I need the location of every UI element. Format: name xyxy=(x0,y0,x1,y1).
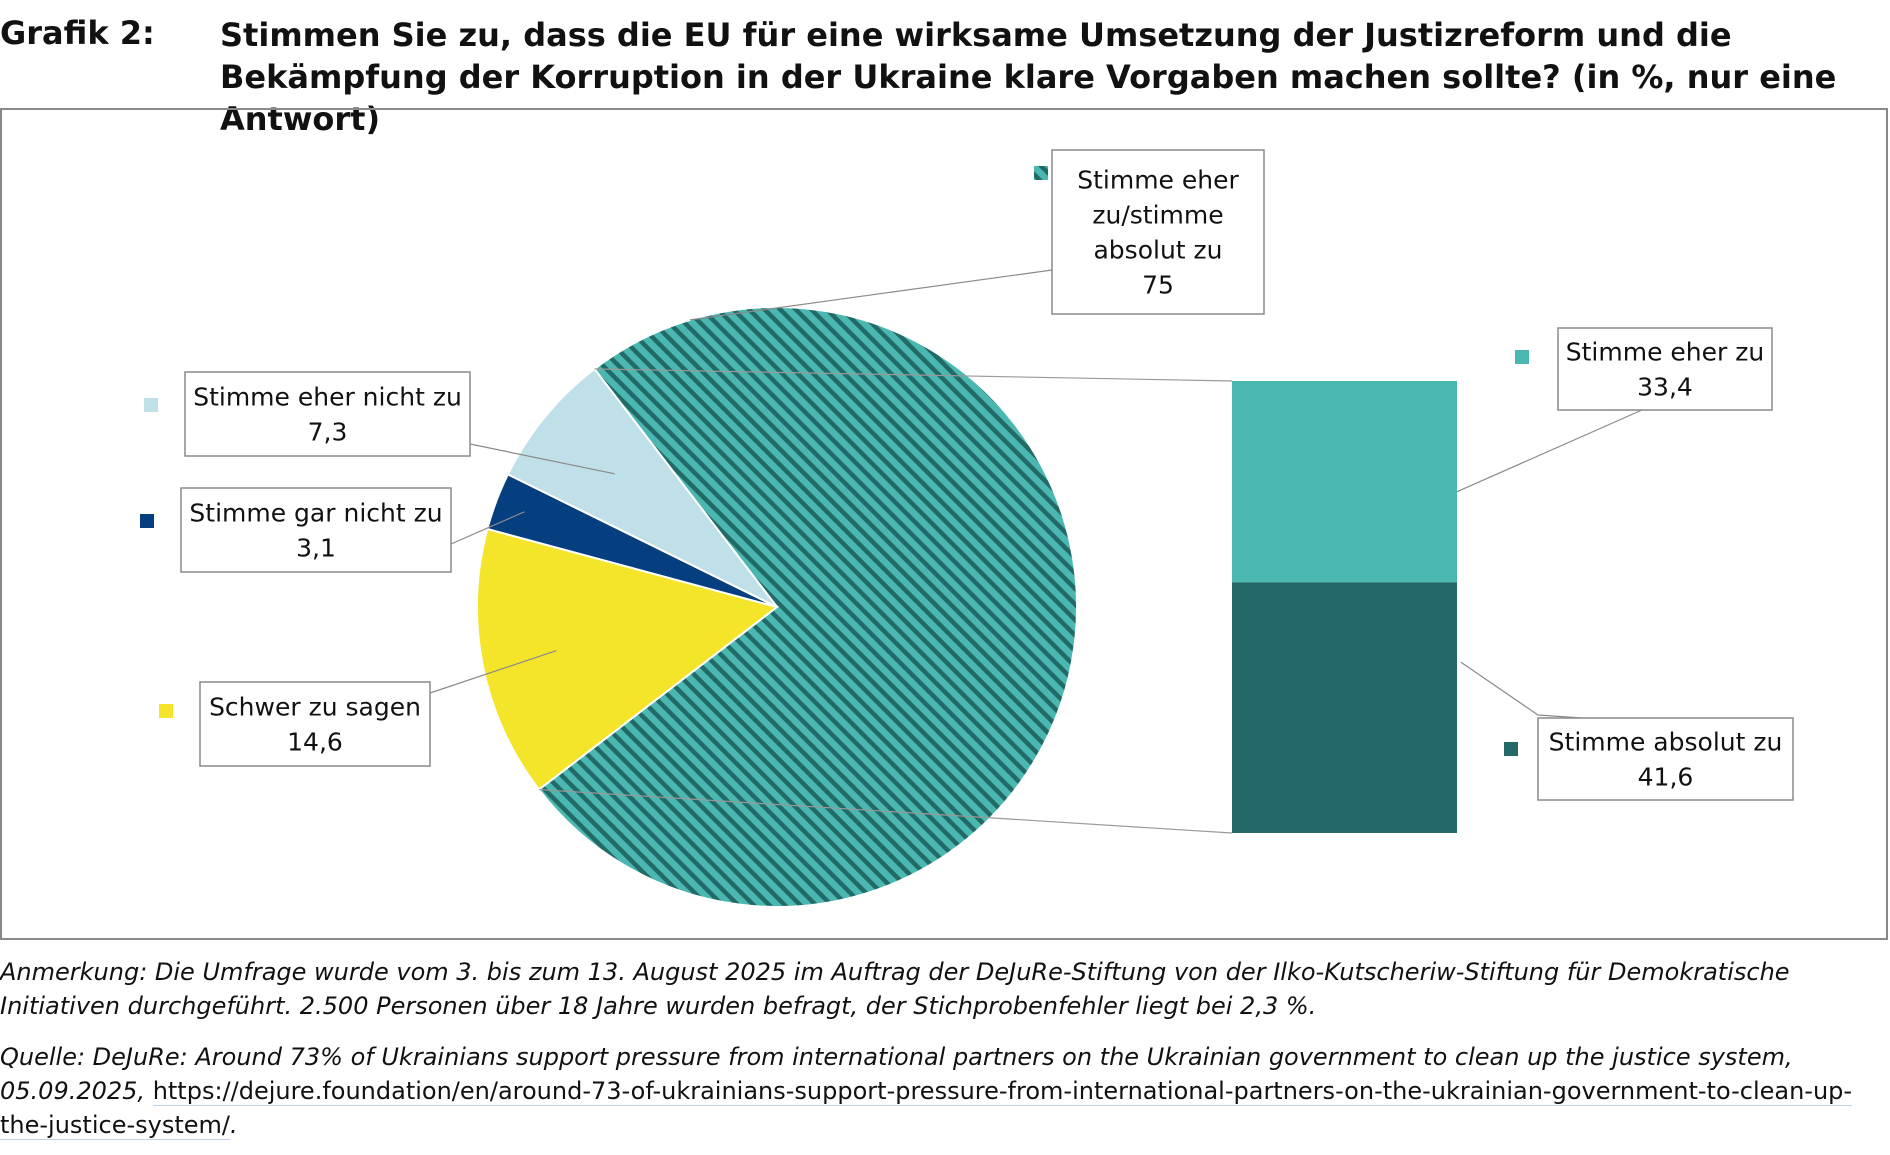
data-label-text-stimme-absolut-zu: Stimme absolut zu xyxy=(1549,728,1783,757)
note-anmerkung: Anmerkung: Die Umfrage wurde vom 3. bis … xyxy=(0,958,1790,1020)
legend-marker-stimme-eher-zu-stimme-absolut-zu xyxy=(1034,166,1048,180)
data-label-text-stimme-eher-zu-stimme-absolut-zu: absolut zu xyxy=(1093,236,1222,265)
legend-marker-stimme-eher-zu xyxy=(1515,350,1529,364)
data-label-box-stimme-eher-nicht-zu xyxy=(184,371,471,457)
bar-segment-stimme-absolut-zu xyxy=(1232,582,1457,833)
pie-slice-schwer-zu-sagen xyxy=(476,527,780,791)
bar-segment-stimme-eher-zu xyxy=(1232,381,1457,583)
leader-line-stimme-absolut-zu xyxy=(1460,661,1583,719)
legend-marker-schwer-zu-sagen xyxy=(159,704,173,718)
data-label-box-stimme-absolut-zu xyxy=(1537,717,1794,801)
figure-label: Grafik 2: xyxy=(0,14,155,52)
chart-frame: Stimme eher zu/stimme absolut zu 75 Stimme e… xyxy=(0,108,1888,940)
pie-of-bar-chart: Stimme eher zu/stimme absolut zu 75 Stimme e… xyxy=(140,149,1794,908)
leader-line-stimme-gar-nicht-zu xyxy=(450,511,525,545)
data-label-value-stimme-eher-nicht-zu: 7,3 xyxy=(308,418,348,447)
connector-line-top xyxy=(594,368,1233,382)
leader-line-stimme-eher-nicht-zu xyxy=(469,443,615,475)
source-link-suffix: . xyxy=(229,1111,238,1139)
data-label-text-stimme-eher-zu-stimme-absolut-zu: zu/stimme xyxy=(1092,201,1223,230)
chart-title: Stimmen Sie zu, dass die EU für eine wir… xyxy=(220,16,1837,138)
data-label-text-schwer-zu-sagen: Schwer zu sagen xyxy=(209,693,421,722)
legend-marker-stimme-gar-nicht-zu xyxy=(140,514,154,528)
legend-marker-stimme-absolut-zu xyxy=(1504,742,1518,756)
data-label-value-stimme-eher-zu-stimme-absolut-zu: 75 xyxy=(1142,271,1174,300)
data-label-box-stimme-eher-zu-stimme-absolut-zu xyxy=(1051,149,1265,315)
data-label-value-stimme-absolut-zu: 41,6 xyxy=(1638,763,1694,792)
pie-slice-stimme-eher-nicht-zu xyxy=(506,367,778,608)
data-label-text-stimme-gar-nicht-zu: Stimme gar nicht zu xyxy=(189,499,442,528)
data-label-box-stimme-gar-nicht-zu xyxy=(180,487,452,573)
data-label-text-stimme-eher-zu-stimme-absolut-zu: Stimme eher xyxy=(1077,166,1239,195)
connector-line-bottom xyxy=(538,788,1233,834)
note-quelle: Quelle: DeJuRe: Around 73% of Ukrainians… xyxy=(0,1040,1888,1142)
data-label-box-schwer-zu-sagen xyxy=(199,681,431,767)
source-text: Quelle: DeJuRe: Around 73% of Ukrainians… xyxy=(0,1043,1793,1105)
data-label-value-stimme-eher-zu: 33,4 xyxy=(1637,373,1693,402)
source-link[interactable]: https://dejure.foundation/en/around-73-o… xyxy=(0,1077,1853,1140)
data-label-text-stimme-eher-nicht-zu: Stimme eher nicht zu xyxy=(193,383,462,412)
leader-line-schwer-zu-sagen xyxy=(429,650,557,694)
data-label-text-stimme-eher-zu: Stimme eher zu xyxy=(1566,338,1764,367)
leader-line-stimme-eher-zu xyxy=(1456,409,1643,493)
pie-slice-stimme-eher-zu-stimme-absolut-zu xyxy=(537,306,1078,908)
data-label-value-stimme-gar-nicht-zu: 3,1 xyxy=(296,534,336,563)
data-label-value-schwer-zu-sagen: 14,6 xyxy=(287,728,343,757)
data-label-box-stimme-eher-zu xyxy=(1557,327,1773,411)
legend-marker-stimme-eher-nicht-zu xyxy=(144,398,158,412)
